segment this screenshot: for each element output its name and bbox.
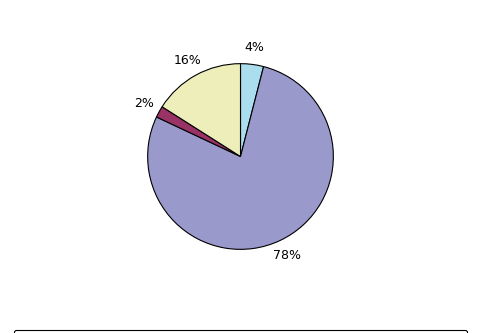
Wedge shape bbox=[162, 64, 240, 157]
Wedge shape bbox=[156, 107, 240, 157]
Text: 4%: 4% bbox=[244, 41, 264, 54]
Wedge shape bbox=[240, 64, 263, 157]
Wedge shape bbox=[147, 67, 333, 249]
Text: 16%: 16% bbox=[173, 54, 201, 67]
Text: 78%: 78% bbox=[273, 249, 300, 262]
Text: 2%: 2% bbox=[134, 97, 154, 110]
Legend: Wages & Salaries, Employee Benefits, Operating Expenses, Public Assistance: Wages & Salaries, Employee Benefits, Ope… bbox=[13, 330, 467, 333]
